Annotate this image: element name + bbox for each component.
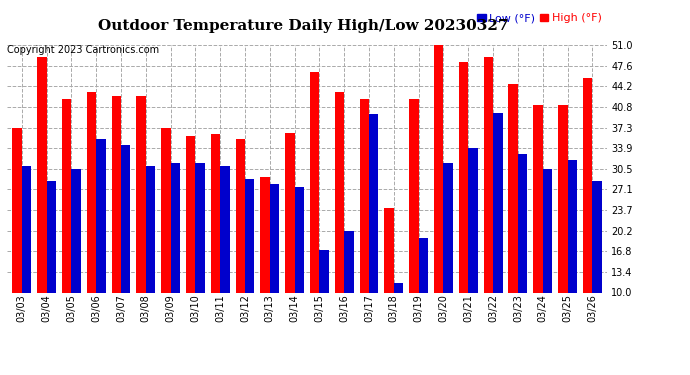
Bar xyxy=(121,145,130,292)
Bar xyxy=(37,57,47,292)
Bar xyxy=(161,128,170,292)
Bar xyxy=(270,184,279,292)
Bar xyxy=(444,163,453,292)
Bar xyxy=(484,57,493,292)
Bar xyxy=(195,163,205,292)
Legend: Low (°F), High (°F): Low (°F), High (°F) xyxy=(477,13,602,23)
Bar xyxy=(409,99,419,292)
Bar xyxy=(12,128,22,292)
Bar xyxy=(235,139,245,292)
Bar xyxy=(285,132,295,292)
Bar xyxy=(543,169,552,292)
Bar xyxy=(146,166,155,292)
Bar xyxy=(518,154,527,292)
Bar xyxy=(186,135,195,292)
Bar xyxy=(533,105,543,292)
Bar xyxy=(22,166,31,292)
Bar xyxy=(567,160,577,292)
Bar xyxy=(220,166,230,292)
Bar xyxy=(245,179,255,292)
Bar xyxy=(71,169,81,292)
Bar xyxy=(47,181,56,292)
Bar xyxy=(295,187,304,292)
Bar xyxy=(112,96,121,292)
Bar xyxy=(310,72,319,292)
Bar xyxy=(469,148,477,292)
Bar xyxy=(434,45,444,292)
Text: Copyright 2023 Cartronics.com: Copyright 2023 Cartronics.com xyxy=(7,45,159,55)
Bar xyxy=(335,92,344,292)
Bar xyxy=(170,163,180,292)
Bar xyxy=(459,62,469,292)
Bar xyxy=(394,284,403,292)
Bar xyxy=(96,139,106,292)
Bar xyxy=(211,134,220,292)
Bar xyxy=(62,99,71,292)
Bar xyxy=(509,84,518,292)
Bar xyxy=(369,114,379,292)
Bar xyxy=(493,112,502,292)
Bar xyxy=(319,250,329,292)
Bar xyxy=(359,99,369,292)
Bar xyxy=(87,92,96,292)
Bar xyxy=(558,105,567,292)
Text: Outdoor Temperature Daily High/Low 20230327: Outdoor Temperature Daily High/Low 20230… xyxy=(99,19,509,33)
Bar xyxy=(344,231,354,292)
Bar xyxy=(583,78,592,292)
Bar xyxy=(384,208,394,292)
Bar xyxy=(260,177,270,292)
Bar xyxy=(592,181,602,292)
Bar xyxy=(419,238,428,292)
Bar xyxy=(137,96,146,292)
